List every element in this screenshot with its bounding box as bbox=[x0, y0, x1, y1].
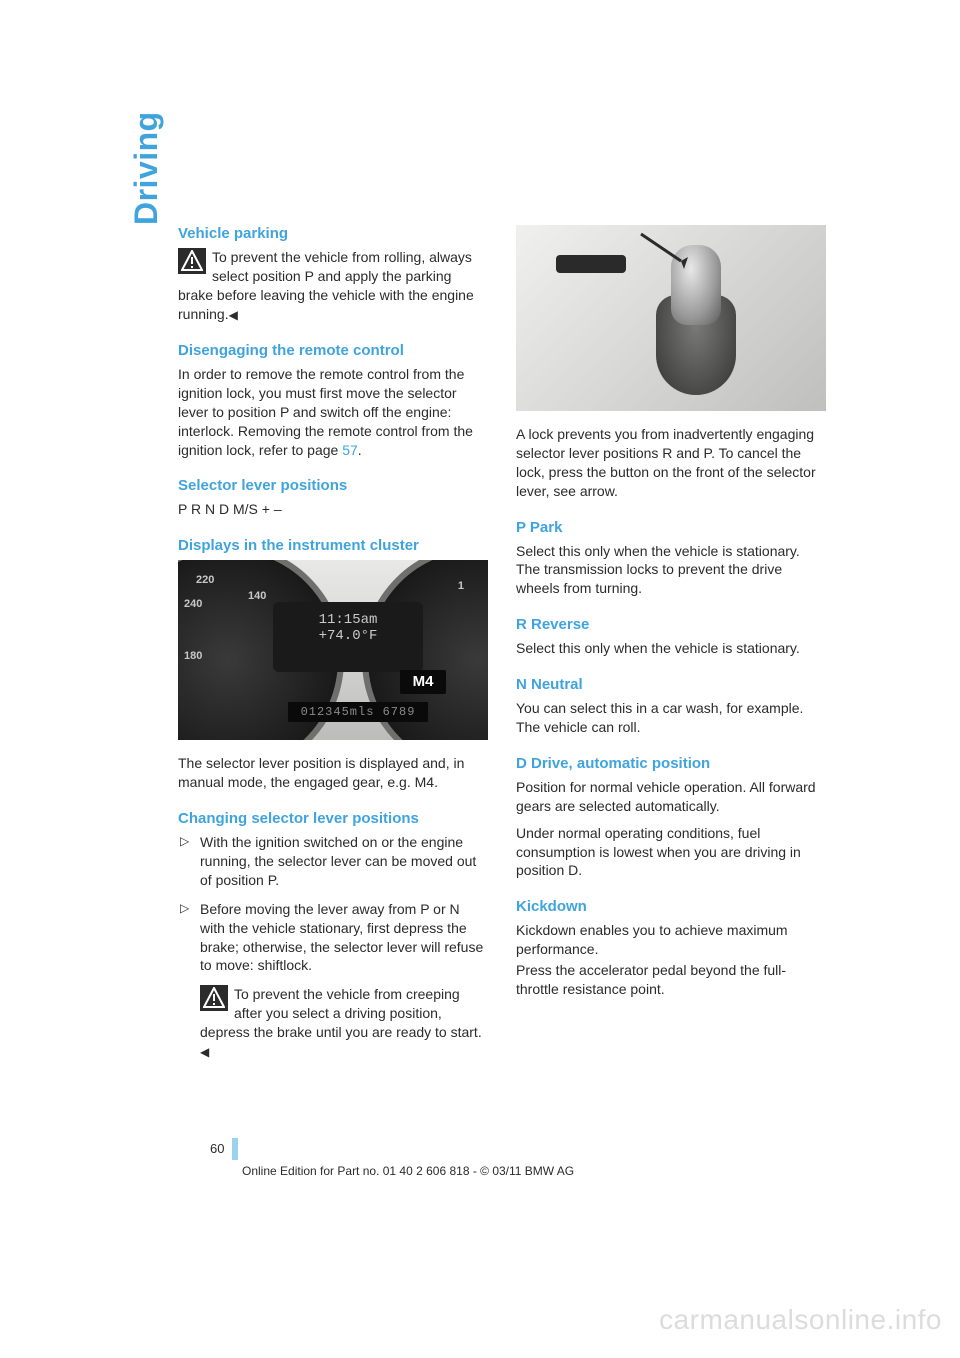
changing-list: With the ignition switched on or the eng… bbox=[178, 833, 488, 1061]
heading-changing: Changing selector lever positions bbox=[178, 810, 488, 827]
list-item: With the ignition switched on or the eng… bbox=[178, 833, 488, 890]
left-column: Vehicle parking To prevent the vehicle f… bbox=[178, 225, 488, 1071]
cluster-caption: The selector lever position is displayed… bbox=[178, 754, 488, 792]
end-arrow-icon: ◀ bbox=[229, 307, 238, 323]
heading-d-drive: D Drive, automatic position bbox=[516, 755, 826, 772]
text-kickdown-1: Kickdown enables you to achieve maximum … bbox=[516, 921, 826, 959]
footer-edition-line: Online Edition for Part no. 01 40 2 606 … bbox=[242, 1164, 574, 1178]
text-disengage-a: In order to remove the remote control fr… bbox=[178, 366, 473, 458]
text-d-drive-2: Under normal operating conditions, fuel … bbox=[516, 824, 826, 881]
heading-kickdown: Kickdown bbox=[516, 898, 826, 915]
lever-arrow-icon bbox=[636, 229, 706, 289]
cluster-time: 11:15am bbox=[273, 612, 423, 628]
right-column: A lock prevents you from inadvertently e… bbox=[516, 225, 826, 1071]
text-p-park: Select this only when the vehicle is sta… bbox=[516, 542, 826, 599]
page-number: 60 bbox=[210, 1141, 224, 1156]
paragraph-disengage: In order to remove the remote control fr… bbox=[178, 365, 488, 459]
heading-vehicle-parking: Vehicle parking bbox=[178, 225, 488, 242]
warning-icon bbox=[200, 985, 228, 1011]
heading-selector-positions: Selector lever positions bbox=[178, 477, 488, 494]
text-n-neutral: You can select this in a car wash, for e… bbox=[516, 699, 826, 737]
text-d-drive-1: Position for normal vehicle operation. A… bbox=[516, 778, 826, 816]
cluster-gear-indicator: M4 bbox=[400, 670, 446, 694]
watermark: carmanualsonline.info bbox=[659, 1304, 942, 1336]
end-arrow-icon: ◀ bbox=[200, 1044, 209, 1060]
warning-icon bbox=[178, 248, 206, 274]
list-item-text: Before moving the lever away from P or N… bbox=[200, 901, 483, 974]
content-columns: Vehicle parking To prevent the vehicle f… bbox=[178, 225, 830, 1071]
warning-text: To prevent the vehicle from creeping aft… bbox=[200, 986, 482, 1059]
warning-text: To prevent the vehicle from rolling, alw… bbox=[178, 249, 474, 322]
tick-180: 180 bbox=[184, 650, 202, 662]
cluster-odometer: 012345mls 6789 bbox=[288, 702, 428, 722]
cluster-temp: +74.0°F bbox=[273, 628, 423, 644]
text-positions: P R N D M/S + – bbox=[178, 500, 488, 519]
lever-slot bbox=[556, 255, 626, 273]
text-disengage-b: . bbox=[358, 442, 362, 458]
heading-p-park: P Park bbox=[516, 519, 826, 536]
page-number-bar bbox=[232, 1138, 238, 1160]
warning-shiftlock: To prevent the vehicle from creeping aft… bbox=[200, 985, 488, 1061]
tick-240: 240 bbox=[184, 598, 202, 610]
selector-lever-image bbox=[516, 225, 826, 411]
page-ref-link[interactable]: 57 bbox=[342, 442, 358, 458]
section-side-label: Driving bbox=[128, 111, 165, 225]
heading-n-neutral: N Neutral bbox=[516, 676, 826, 693]
instrument-cluster-image: 220 240 180 140 1 11:15am +74.0°F M4 012… bbox=[178, 560, 488, 740]
warning-vehicle-parking: To prevent the vehicle from rolling, alw… bbox=[178, 248, 488, 324]
heading-r-reverse: R Reverse bbox=[516, 616, 826, 633]
tick-220: 220 bbox=[196, 574, 214, 586]
lock-text: A lock prevents you from inadvertently e… bbox=[516, 425, 826, 501]
heading-disengage: Disengaging the remote control bbox=[178, 342, 488, 359]
text-r-reverse: Select this only when the vehicle is sta… bbox=[516, 639, 826, 658]
text-kickdown-2: Press the accelerator pedal beyond the f… bbox=[516, 961, 826, 999]
list-item: Before moving the lever away from P or N… bbox=[178, 900, 488, 1061]
tick-1: 1 bbox=[458, 580, 464, 592]
heading-displays: Displays in the instrument cluster bbox=[178, 537, 488, 554]
page: Driving Vehicle parking To prevent the v… bbox=[0, 0, 960, 1358]
tick-140: 140 bbox=[248, 590, 266, 602]
cluster-center-display: 11:15am +74.0°F bbox=[273, 602, 423, 672]
